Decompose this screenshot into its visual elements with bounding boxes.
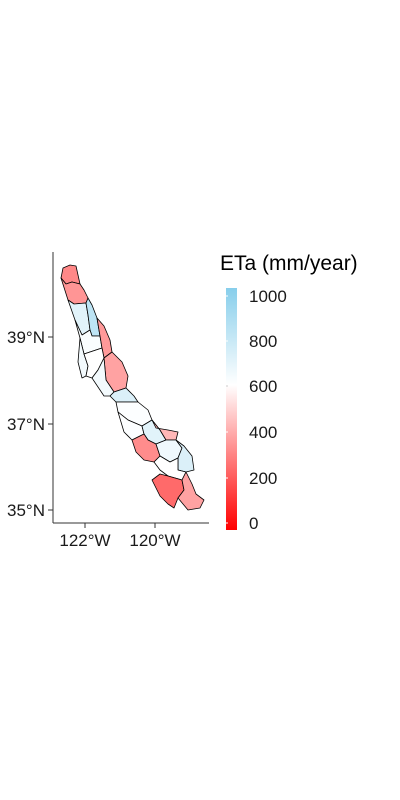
x-tick-label-122: 122°W bbox=[59, 531, 110, 550]
y-tick-label-39: 39°N bbox=[7, 328, 45, 347]
x-tick-label-120: 120°W bbox=[129, 531, 180, 550]
map-panel: 39°N 37°N 35°N 122°W 120°W bbox=[7, 252, 209, 550]
legend-label-0: 0 bbox=[249, 514, 258, 533]
legend-label-200: 200 bbox=[249, 469, 277, 488]
y-tick-label-35: 35°N bbox=[7, 501, 45, 520]
region-r20 bbox=[151, 473, 185, 509]
legend-label-800: 800 bbox=[249, 332, 277, 351]
legend-title: ETa (mm/year) bbox=[220, 252, 358, 275]
region-r10 bbox=[91, 357, 115, 397]
legend-label-600: 600 bbox=[249, 377, 277, 396]
region-r21 bbox=[177, 471, 205, 511]
region-r19 bbox=[153, 455, 187, 481]
regions-layer bbox=[60, 264, 205, 511]
legend-label-400: 400 bbox=[249, 423, 277, 442]
y-tick-label-37: 37°N bbox=[7, 415, 45, 434]
region-r15 bbox=[151, 419, 179, 441]
legend: ETa (mm/year) 1000 800 600 400 200 0 bbox=[220, 252, 358, 533]
legend-label-1000: 1000 bbox=[249, 287, 287, 306]
legend-colorbar bbox=[226, 288, 237, 530]
